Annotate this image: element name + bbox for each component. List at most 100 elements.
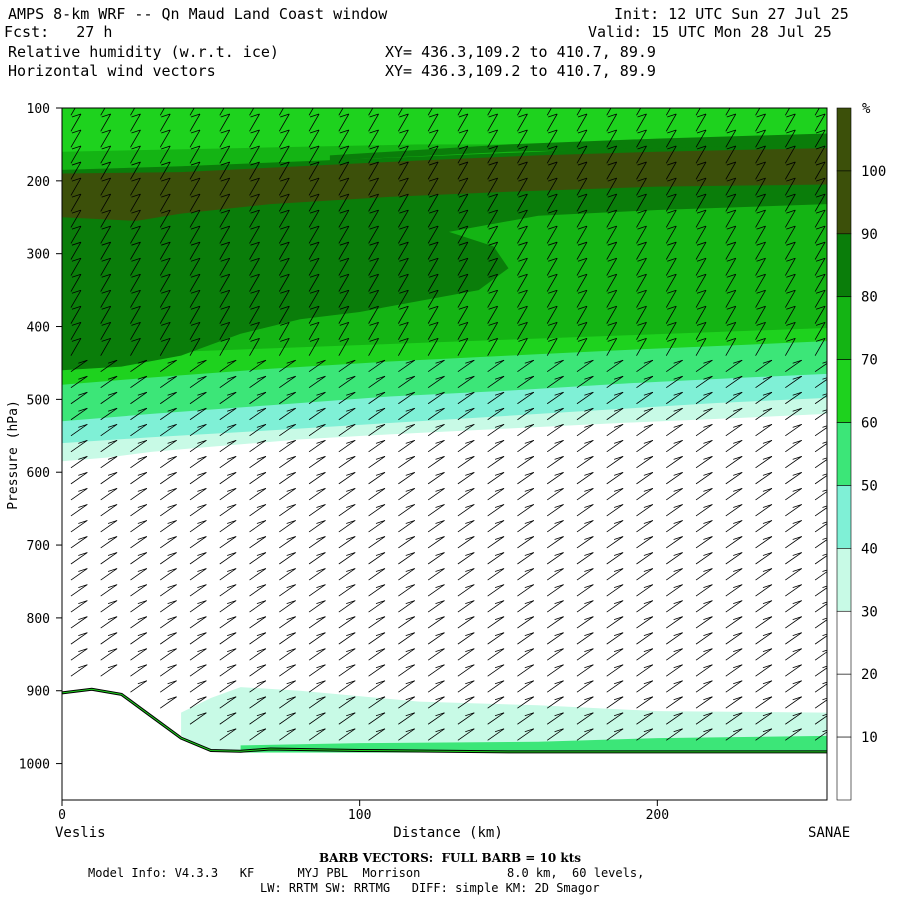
wind-barb: [814, 225, 826, 244]
wind-barb-flag: [584, 552, 594, 556]
wind-barb: [576, 536, 594, 549]
wind-barb: [308, 664, 326, 677]
wind-barb: [338, 145, 350, 164]
wind-barb: [338, 472, 356, 485]
wind-barb: [576, 504, 594, 517]
x-tick-label: 0: [58, 808, 66, 823]
wind-barb-flag: [220, 225, 230, 230]
wind-barb: [189, 600, 207, 613]
wind-barb: [398, 664, 415, 677]
wind-barb: [219, 290, 231, 308]
colorbar-swatch: [836, 673, 852, 738]
wind-barb-flag: [256, 616, 267, 621]
wind-barb: [487, 712, 505, 725]
wind-barb: [278, 161, 290, 180]
colorbar-swatch: [836, 170, 852, 235]
wind-barb: [100, 225, 112, 244]
wind-barb: [636, 664, 654, 677]
wind-barb-flag: [703, 391, 713, 396]
wind-barb-flag: [369, 145, 379, 150]
wind-barb: [755, 728, 773, 741]
wind-barb-flag: [220, 305, 230, 310]
wind-barb: [427, 584, 445, 597]
wind-barb: [725, 391, 743, 405]
wind-barb: [398, 423, 415, 437]
wind-barb: [160, 359, 177, 373]
wind-barb: [755, 225, 766, 244]
wind-barb: [427, 391, 445, 405]
wind-barb: [606, 568, 624, 581]
barb-note: BARB VECTORS: FULL BARB = 10 kts: [318, 851, 582, 865]
wind-barb-flag: [107, 664, 118, 669]
wind-barb-flag: [637, 129, 647, 134]
wind-barb-flag: [167, 504, 177, 508]
wind-barb-flag: [703, 407, 713, 412]
wind-barb-flag: [78, 616, 88, 621]
wind-barb-flag: [375, 488, 386, 492]
rh-band-90-100-upper: [329, 133, 827, 161]
wind-barb-flag: [435, 359, 445, 364]
wind-barb: [279, 520, 296, 533]
wind-barb-flag: [667, 209, 677, 214]
wind-barb-flag: [613, 504, 624, 508]
wind-barb-flag: [613, 696, 624, 701]
wind-barb-flag: [256, 488, 267, 492]
wind-barb-flag: [405, 455, 415, 460]
wind-barb: [576, 161, 588, 180]
wind-barb-flag: [733, 712, 743, 717]
wind-barb-flag: [107, 375, 118, 380]
wind-barb-flag: [107, 504, 118, 508]
wind-barb-flag: [458, 193, 469, 198]
wind-barb: [576, 108, 582, 116]
wind-barb: [368, 407, 386, 421]
wind-barb: [189, 241, 201, 260]
wind-barb: [814, 241, 826, 260]
wind-barb: [308, 274, 320, 292]
wind-barb: [517, 584, 535, 597]
wind-barb: [695, 407, 713, 421]
wind-barb: [278, 274, 290, 292]
wind-barb-flag: [375, 391, 386, 396]
wind-barb: [517, 241, 528, 260]
wind-barb: [398, 391, 415, 405]
wind-barb: [160, 584, 177, 597]
wind-barb: [160, 664, 177, 677]
wind-barb-flag: [71, 241, 82, 246]
wind-barb-flag: [309, 209, 320, 214]
wind-barb-flag: [309, 321, 320, 326]
wind-barb-flag: [762, 407, 773, 412]
wind-barb-flag: [667, 337, 677, 342]
wind-barb: [368, 338, 379, 356]
wind-barb-flag: [726, 321, 736, 326]
wind-barb: [159, 108, 165, 116]
wind-barb-flag: [167, 455, 177, 460]
wind-barb-flag: [815, 177, 826, 182]
wind-barb-flag: [72, 98, 81, 101]
wind-barb: [308, 600, 326, 613]
wind-barb: [755, 258, 766, 276]
wind-barb-flag: [786, 193, 796, 198]
wind-barb: [130, 306, 141, 324]
wind-barb-flag: [316, 568, 326, 572]
wind-barb: [219, 407, 237, 421]
wind-barb: [160, 616, 177, 629]
wind-barb-flag: [703, 648, 713, 653]
wind-barb: [249, 113, 260, 132]
wind-barb: [308, 728, 326, 741]
wind-barb: [219, 536, 237, 549]
wind-barb: [219, 274, 231, 292]
wind-barb-flag: [78, 600, 88, 604]
wind-barb-flag: [375, 568, 386, 572]
wind-barb: [427, 552, 445, 565]
wind-barb-flag: [107, 407, 118, 412]
wind-barb: [695, 520, 713, 533]
wind-barb: [755, 423, 773, 437]
wind-barb-flag: [465, 696, 475, 701]
wind-barb: [398, 209, 409, 228]
wind-barb: [814, 715, 827, 725]
wind-barb: [100, 664, 118, 677]
wind-barb-flag: [548, 305, 558, 310]
wind-barb-flag: [167, 648, 177, 653]
wind-barb: [606, 338, 618, 356]
wind-barb: [576, 584, 594, 597]
